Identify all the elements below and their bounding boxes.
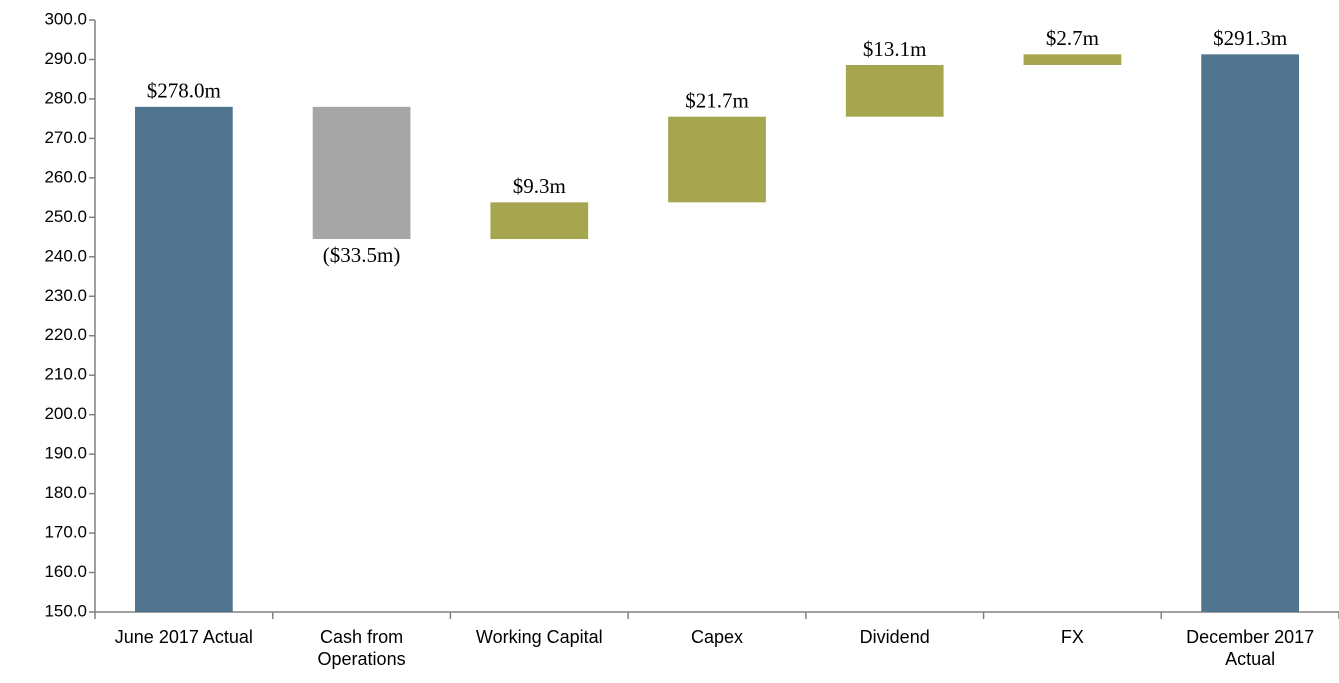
bar (1023, 54, 1122, 65)
y-tick-label: 260.0 (44, 167, 87, 186)
y-tick-label: 180.0 (44, 483, 87, 502)
x-tick-label: Cash from Operations (317, 627, 406, 669)
value-label: $9.3m (513, 174, 566, 198)
bar (490, 202, 589, 240)
x-tick-label: December 2017 Actual (1186, 627, 1315, 669)
y-tick-label: 270.0 (44, 128, 87, 147)
value-label: ($33.5m) (323, 243, 401, 267)
bar (312, 106, 411, 240)
x-tick-label: Dividend (859, 627, 930, 647)
value-label: $21.7m (685, 89, 749, 113)
y-tick-label: 160.0 (44, 562, 87, 581)
y-tick-label: 200.0 (44, 404, 87, 423)
bar (845, 64, 944, 117)
y-tick-label: 210.0 (44, 365, 87, 384)
y-tick-label: 290.0 (44, 49, 87, 68)
y-tick-label: 220.0 (44, 325, 87, 344)
y-tick-label: 250.0 (44, 207, 87, 226)
y-tick-label: 300.0 (44, 9, 87, 28)
y-tick-label: 280.0 (44, 88, 87, 107)
x-tick-label: Capex (690, 627, 744, 647)
y-tick-label: 190.0 (44, 444, 87, 463)
value-label: $2.7m (1046, 26, 1099, 50)
y-tick-label: 240.0 (44, 246, 87, 265)
y-tick-label: 170.0 (44, 523, 87, 542)
bar (668, 116, 766, 203)
x-tick-label: Working Capital (475, 627, 603, 647)
value-label: $291.3m (1213, 26, 1287, 50)
x-tick-label: June 2017 Actual (114, 627, 253, 647)
bar (1201, 54, 1300, 612)
x-tick-label: FX (1060, 627, 1084, 647)
bar (134, 106, 233, 613)
y-tick-label: 230.0 (44, 286, 87, 305)
value-label: $278.0m (147, 79, 221, 103)
y-tick-label: 150.0 (44, 601, 87, 620)
value-label: $13.1m (863, 37, 927, 61)
